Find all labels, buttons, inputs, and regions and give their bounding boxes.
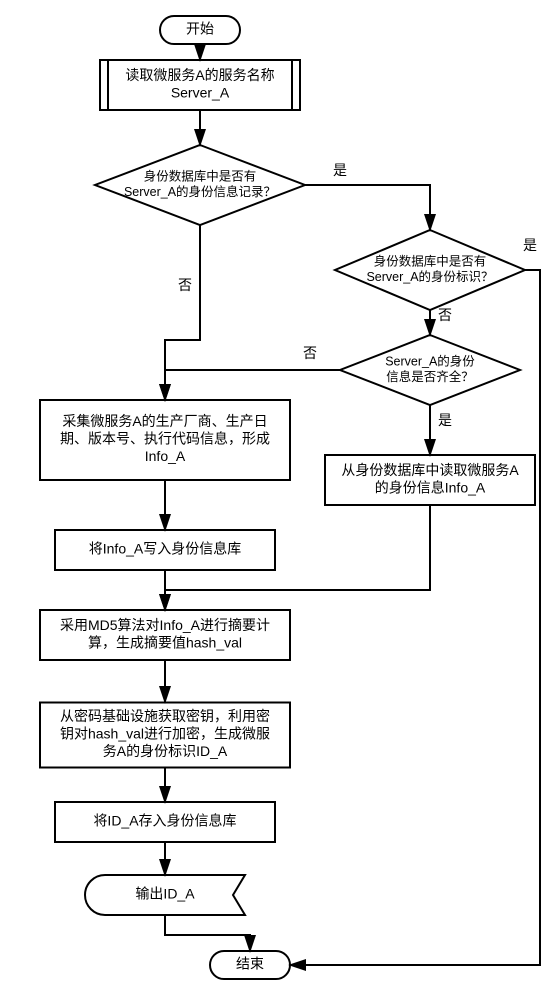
edge-label: 否 — [438, 307, 452, 323]
svg-text:期、版本号、执行代码信息，形成: 期、版本号、执行代码信息，形成 — [60, 431, 270, 447]
edge-d1-collect — [165, 225, 200, 400]
svg-text:从身份数据库中读取微服务A: 从身份数据库中读取微服务A — [341, 462, 519, 478]
edge-output-end — [165, 915, 250, 951]
svg-text:从密码基础设施获取密钥，利用密: 从密码基础设施获取密钥，利用密 — [60, 708, 270, 724]
svg-text:Server_A: Server_A — [171, 84, 230, 100]
edge-label: 否 — [303, 345, 317, 361]
svg-text:的身份信息Info_A: 的身份信息Info_A — [375, 479, 486, 495]
svg-text:Server_A的身份信息记录？: Server_A的身份信息记录？ — [124, 184, 276, 199]
svg-text:开始: 开始 — [186, 21, 214, 37]
svg-text:采集微服务A的生产厂商、生产日: 采集微服务A的生产厂商、生产日 — [62, 413, 267, 429]
edge-d1-d2 — [305, 185, 430, 230]
svg-text:采用MD5算法对Info_A进行摘要计: 采用MD5算法对Info_A进行摘要计 — [60, 617, 270, 633]
svg-text:算，生成摘要值hash_val: 算，生成摘要值hash_val — [88, 634, 242, 650]
svg-text:身份数据库中是否有: 身份数据库中是否有 — [374, 253, 487, 268]
flowchart-canvas: 开始读取微服务A的服务名称Server_A身份数据库中是否有Server_A的身… — [10, 10, 547, 990]
svg-text:钥对hash_val进行加密，生成微服: 钥对hash_val进行加密，生成微服 — [60, 726, 270, 742]
svg-text:信息是否齐全？: 信息是否齐全？ — [386, 369, 474, 384]
edge-d3-collect — [165, 370, 340, 400]
edge-label: 是 — [333, 162, 347, 178]
svg-text:输出ID_A: 输出ID_A — [135, 886, 195, 902]
edge-label: 否 — [178, 277, 192, 293]
svg-text:结束: 结束 — [236, 956, 264, 972]
svg-text:将Info_A写入身份信息库: 将Info_A写入身份信息库 — [89, 541, 241, 557]
svg-text:Info_A: Info_A — [145, 448, 186, 464]
svg-text:读取微服务A的服务名称: 读取微服务A的服务名称 — [125, 67, 274, 83]
edge-label: 是 — [523, 237, 537, 253]
svg-text:Server_A的身份: Server_A的身份 — [385, 353, 475, 368]
svg-text:将ID_A存入身份信息库: 将ID_A存入身份信息库 — [93, 813, 236, 829]
svg-text:务A的身份标识ID_A: 务A的身份标识ID_A — [103, 743, 228, 759]
edge-label: 是 — [438, 412, 452, 428]
svg-text:Server_A的身份标识？: Server_A的身份标识？ — [366, 269, 493, 284]
svg-text:身份数据库中是否有: 身份数据库中是否有 — [144, 168, 257, 183]
